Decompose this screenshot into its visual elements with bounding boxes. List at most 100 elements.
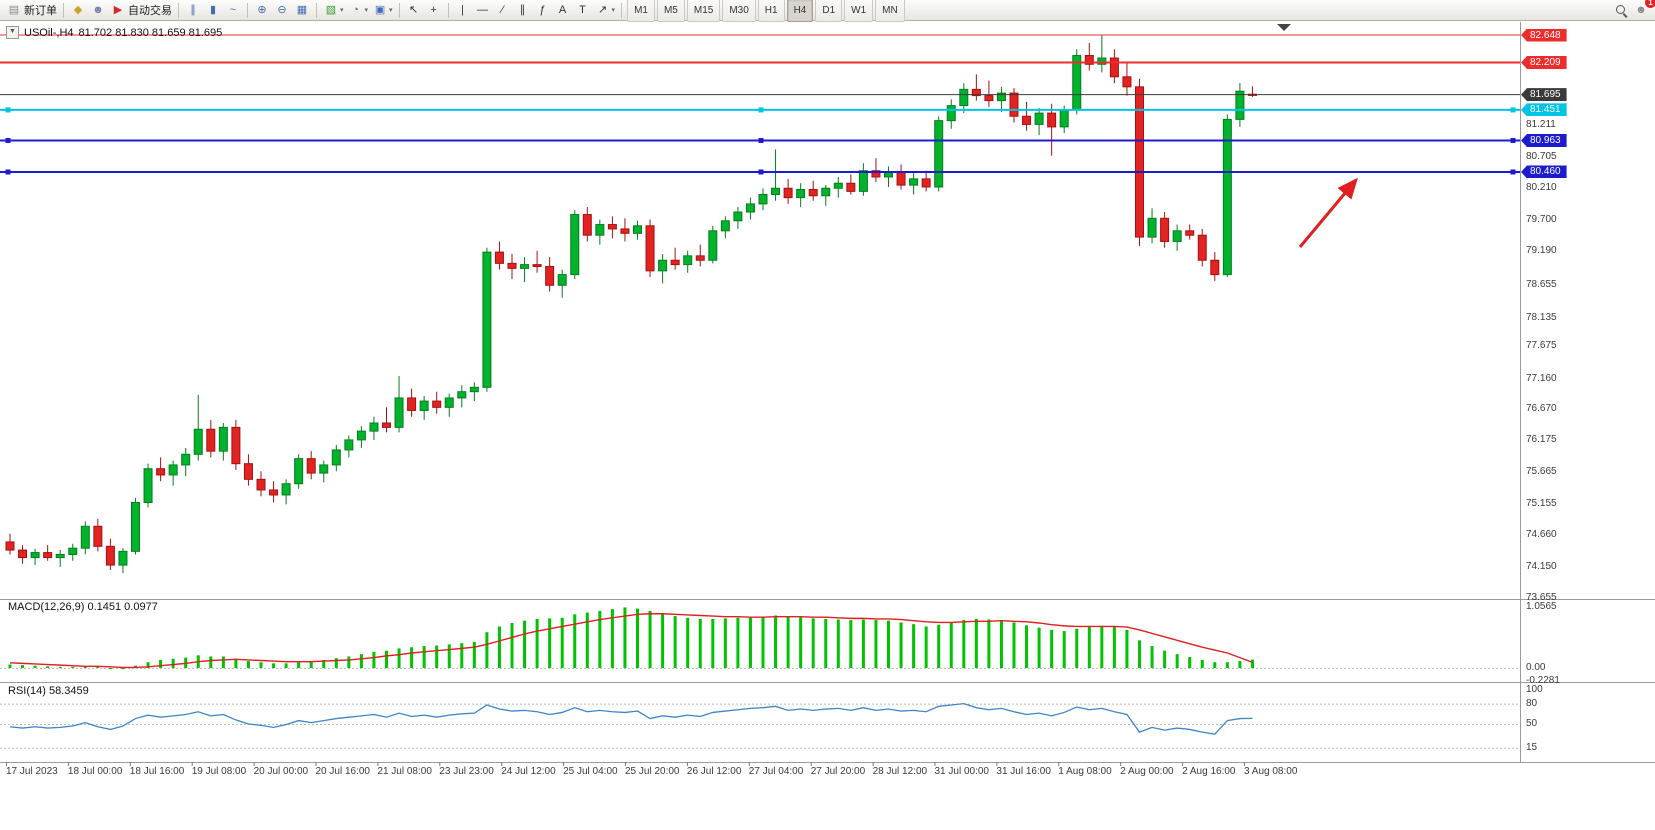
line-handle[interactable] <box>1510 107 1516 113</box>
candlestick-chart-type-icon: ▮ <box>209 4 217 16</box>
market-watch-icon[interactable]: ◆ <box>68 1 88 19</box>
line-handle[interactable] <box>758 137 764 143</box>
candle-body <box>758 194 768 205</box>
picture-icon: ▣ <box>374 4 386 16</box>
zoom-out-icon: ⊖ <box>277 4 287 16</box>
candle-body <box>934 120 944 188</box>
line-handle[interactable] <box>5 169 11 175</box>
price-axis-tick: 77.675 <box>1526 340 1557 352</box>
horizontal-line-icon[interactable]: — <box>473 1 493 19</box>
zoom-out-icon[interactable]: ⊖ <box>272 1 292 19</box>
candle-body <box>331 449 341 466</box>
new-order-button[interactable]: ▤ 新订单 <box>4 1 59 19</box>
vertical-line-icon[interactable]: | <box>453 1 473 19</box>
price-axis-tick: 77.160 <box>1526 372 1557 384</box>
auto-trading-button[interactable]: ▶ 自动交易 <box>108 1 174 19</box>
candle-body <box>105 545 115 566</box>
notifications-icon[interactable]: ☻ 1 <box>1631 0 1655 19</box>
candle-body <box>595 224 605 236</box>
date-axis-label: 23 Jul 23:00 <box>439 766 494 777</box>
label-icon[interactable]: T <box>573 1 593 19</box>
candle-body <box>733 211 743 222</box>
price-badge: 81.695 <box>1521 88 1567 102</box>
date-axis-label: 18 Jul 16:00 <box>129 766 185 777</box>
arrows-icon[interactable]: ↗ ▾ <box>593 1 618 19</box>
timeframe-h4[interactable]: H4 <box>786 0 814 22</box>
text-icon[interactable]: A <box>553 1 573 19</box>
candle-body <box>896 172 906 186</box>
candle-body <box>695 255 705 261</box>
candlestick-series <box>5 34 1257 574</box>
equidistant-channel-icon[interactable]: ∥ <box>513 1 533 19</box>
rsi-line <box>9 702 1253 735</box>
line-handle[interactable] <box>1510 137 1516 143</box>
macd-axis-tick: -0.2281 <box>1526 675 1560 687</box>
zoom-in-icon: ⊕ <box>257 4 267 16</box>
search-icon[interactable] <box>1611 1 1631 19</box>
candle-body <box>1222 118 1232 276</box>
line-handle[interactable] <box>5 107 11 113</box>
candle-body <box>5 541 15 551</box>
date-axis-label: 27 Jul 04:00 <box>748 766 804 777</box>
timeframe-m1[interactable]: M1 <box>627 0 655 22</box>
timeframe-w1[interactable]: W1 <box>844 0 874 22</box>
new-chart-icon: ▧ <box>325 4 337 16</box>
trendline-icon[interactable]: ∕ <box>493 1 513 19</box>
line-handle[interactable] <box>758 169 764 175</box>
candlestick-chart-type-icon[interactable]: ▮ <box>203 1 223 19</box>
templates-icon: ◔ <box>352 4 359 16</box>
candle-body <box>984 95 994 102</box>
bar-chart-type-icon[interactable]: ∥ <box>183 1 203 19</box>
timeframe-m15[interactable]: M15 <box>686 0 721 22</box>
picture-icon[interactable]: ▣ ▾ <box>370 1 395 19</box>
dropdown-caret-icon: ▾ <box>389 7 393 14</box>
line-handle[interactable] <box>5 137 11 143</box>
zoom-in-icon[interactable]: ⊕ <box>252 1 272 19</box>
macd-histogram <box>8 607 1254 670</box>
timeframe-d1[interactable]: D1 <box>815 0 843 22</box>
toolbar-separator <box>316 2 317 18</box>
candle-body <box>1122 76 1132 88</box>
tile-windows-icon: ▦ <box>296 4 308 16</box>
crosshair-icon[interactable]: + <box>424 1 444 19</box>
tile-windows-icon[interactable]: ▦ <box>292 1 312 19</box>
cursor-icon[interactable]: ↖ <box>404 1 424 19</box>
cursor-icon: ↖ <box>408 4 419 16</box>
price-axis-tick: 80.705 <box>1526 150 1557 162</box>
timeframe-m5[interactable]: M5 <box>656 0 685 22</box>
candle-body <box>959 88 969 107</box>
candle-body <box>231 426 241 465</box>
candle-body <box>771 187 781 196</box>
date-axis-label: 31 Jul 00:00 <box>934 766 990 777</box>
timeframe-h1[interactable]: H1 <box>757 0 785 22</box>
timeframe-m30[interactable]: M30 <box>722 0 756 22</box>
candle-body <box>243 463 253 480</box>
data-window-icon[interactable]: ☻ <box>88 1 108 19</box>
date-axis-label: 31 Jul 16:00 <box>996 766 1051 777</box>
line-chart-type-icon[interactable]: ~ <box>223 1 243 19</box>
chart-collapse-icon[interactable]: ▼ <box>6 26 19 39</box>
new-chart-icon[interactable]: ▧ ▾ <box>321 1 346 19</box>
candle-body <box>557 274 567 286</box>
candle-body <box>344 439 354 451</box>
candle-body <box>871 170 881 178</box>
dropdown-caret-icon: ▾ <box>611 7 616 14</box>
candle-body <box>218 426 228 452</box>
fibonacci-icon[interactable]: ƒ <box>533 1 553 19</box>
candle-body <box>1210 259 1220 276</box>
chart-shift-marker-icon <box>1277 24 1291 31</box>
candle-body <box>821 187 831 197</box>
candle-body <box>369 422 379 432</box>
templates-icon[interactable]: ◔ ▾ <box>346 1 371 19</box>
line-handle[interactable] <box>758 107 764 113</box>
dropdown-caret-icon: ▾ <box>340 7 344 14</box>
line-handle[interactable] <box>1510 169 1516 175</box>
candle-body <box>294 458 304 485</box>
price-axis-tick: 74.660 <box>1526 529 1557 541</box>
bar-chart-type-icon: ∥ <box>190 4 196 16</box>
auto-trading-button-icon: ▶ <box>113 4 123 16</box>
trend-arrow-annotation[interactable] <box>1298 177 1358 248</box>
timeframe-mn[interactable]: MN <box>875 0 905 22</box>
